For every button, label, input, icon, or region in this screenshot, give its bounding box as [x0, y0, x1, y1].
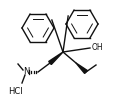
Polygon shape: [76, 63, 87, 74]
Text: HCl: HCl: [8, 87, 23, 97]
Text: N: N: [23, 67, 29, 77]
Text: OH: OH: [92, 43, 104, 53]
Polygon shape: [49, 52, 63, 64]
